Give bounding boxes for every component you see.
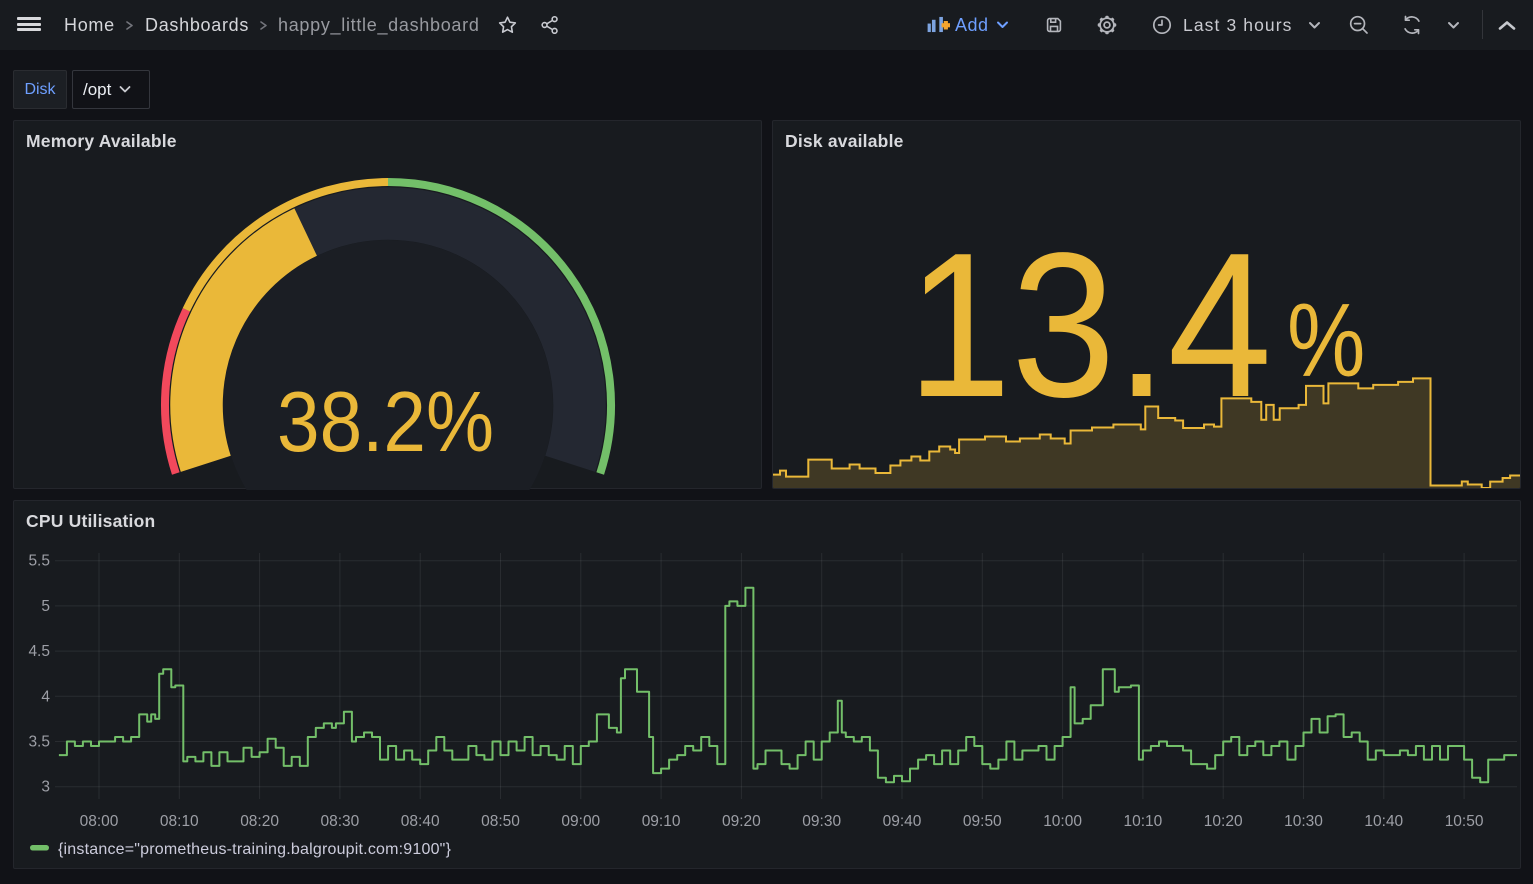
svg-text:09:30: 09:30 xyxy=(802,813,841,830)
svg-text:08:10: 08:10 xyxy=(160,813,199,830)
svg-text:08:40: 08:40 xyxy=(401,813,440,830)
svg-text:10:20: 10:20 xyxy=(1204,813,1243,830)
svg-text:5.5: 5.5 xyxy=(28,553,50,570)
svg-text:3.5: 3.5 xyxy=(28,734,50,751)
svg-text:09:20: 09:20 xyxy=(722,813,761,830)
svg-text:4.5: 4.5 xyxy=(28,643,50,660)
svg-text:10:50: 10:50 xyxy=(1445,813,1484,830)
svg-text:08:30: 08:30 xyxy=(321,813,360,830)
svg-text:09:10: 09:10 xyxy=(642,813,681,830)
svg-text:08:20: 08:20 xyxy=(240,813,279,830)
svg-text:5: 5 xyxy=(41,598,50,615)
svg-text:3: 3 xyxy=(41,779,50,796)
svg-text:10:40: 10:40 xyxy=(1364,813,1403,830)
svg-text:4: 4 xyxy=(41,688,50,705)
svg-text:10:10: 10:10 xyxy=(1124,813,1163,830)
svg-text:{instance="prometheus-training: {instance="prometheus-training.balgroupi… xyxy=(58,841,452,858)
svg-text:08:50: 08:50 xyxy=(481,813,520,830)
svg-text:09:50: 09:50 xyxy=(963,813,1002,830)
svg-text:10:00: 10:00 xyxy=(1043,813,1082,830)
svg-text:08:00: 08:00 xyxy=(80,813,119,830)
svg-text:09:00: 09:00 xyxy=(561,813,600,830)
svg-text:09:40: 09:40 xyxy=(883,813,922,830)
svg-text:10:30: 10:30 xyxy=(1284,813,1323,830)
